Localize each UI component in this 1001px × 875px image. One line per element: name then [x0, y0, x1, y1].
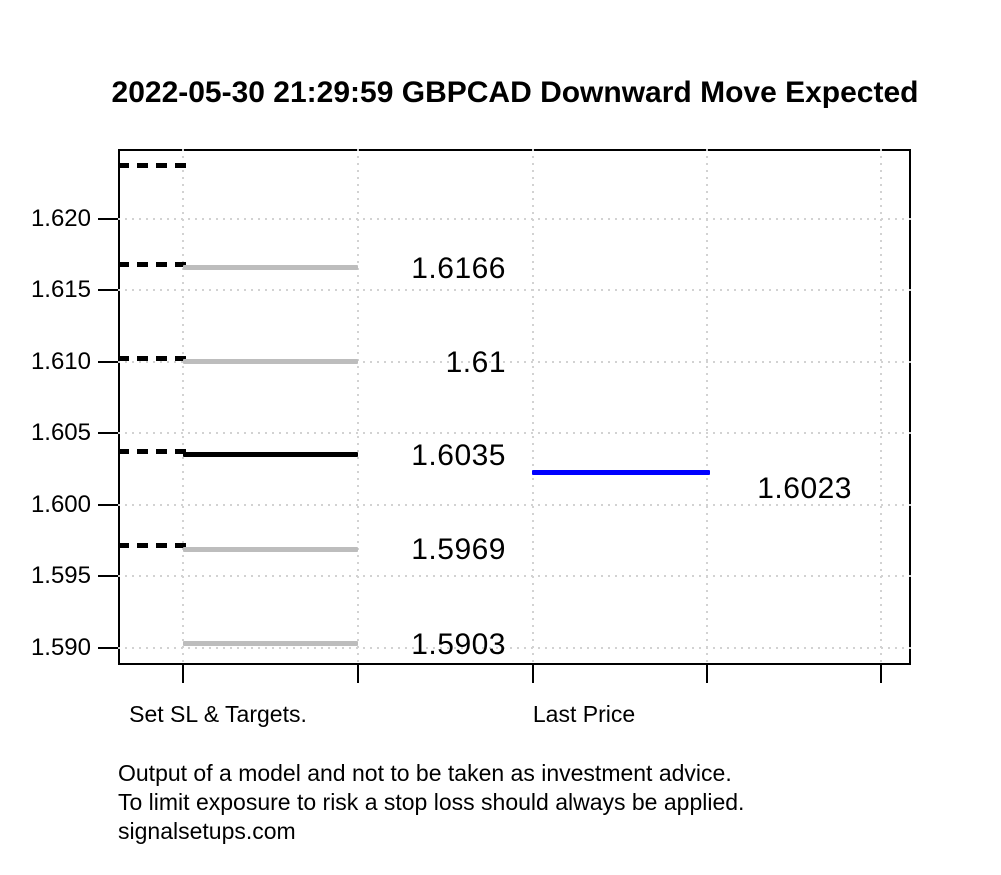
- website-url: signalsetups.com: [118, 818, 296, 844]
- y-tick-label: 1.605: [30, 419, 91, 447]
- h-gridline: [118, 289, 911, 292]
- price-level-line: [183, 452, 358, 458]
- x-tick-mark: [706, 665, 708, 683]
- disclaimer-line-2: To limit exposure to risk a stop loss sh…: [118, 789, 745, 815]
- x-tick-mark: [532, 665, 534, 683]
- y-tick-label: 1.590: [30, 633, 91, 661]
- price-level-label: 1.6166: [411, 251, 506, 285]
- h-gridline: [118, 503, 911, 506]
- x-tick-mark: [357, 665, 359, 683]
- h-gridline: [118, 217, 911, 220]
- price-level-label: 1.5969: [411, 533, 506, 567]
- price-level-dash: [118, 543, 187, 549]
- v-gridline: [532, 149, 534, 665]
- disclaimer-line-1: Output of a model and not to be taken as…: [118, 760, 732, 786]
- h-gridline: [118, 360, 911, 363]
- chart-title: 2022-05-30 21:29:59 GBPCAD Downward Move…: [111, 76, 919, 109]
- price-level-line: [183, 546, 358, 552]
- y-tick-mark: [98, 503, 118, 506]
- price-level-line: [183, 265, 358, 271]
- y-tick-mark: [98, 575, 118, 578]
- price-level-label: 1.5903: [411, 627, 506, 661]
- price-level-dash: [118, 162, 187, 168]
- v-gridline: [880, 149, 882, 665]
- price-level-line: [183, 359, 358, 365]
- price-level-dash: [118, 355, 187, 361]
- x-axis-label-targets: Set SL & Targets.: [129, 701, 307, 727]
- h-gridline: [118, 575, 911, 578]
- y-tick-mark: [98, 646, 118, 649]
- y-tick-mark: [98, 217, 118, 220]
- y-tick-label: 1.600: [30, 490, 91, 518]
- y-tick-label: 1.610: [30, 347, 91, 375]
- price-level-label: 1.6035: [411, 438, 506, 472]
- v-gridline: [706, 149, 708, 665]
- last-price-label: 1.6023: [757, 472, 852, 506]
- plot-border: [118, 149, 911, 665]
- disclaimer-text: Output of a model and not to be taken as…: [118, 759, 744, 846]
- y-tick-label: 1.620: [30, 204, 91, 232]
- v-gridline: [182, 149, 184, 665]
- price-level-line: [183, 641, 358, 647]
- h-gridline: [118, 432, 911, 435]
- x-tick-mark: [880, 665, 882, 683]
- y-tick-mark: [98, 360, 118, 363]
- y-tick-mark: [98, 432, 118, 435]
- price-level-dash: [118, 261, 187, 267]
- y-tick-mark: [98, 289, 118, 292]
- last-price-line: [532, 469, 710, 475]
- v-gridline: [357, 149, 359, 665]
- price-level-dash: [118, 448, 187, 454]
- y-tick-label: 1.615: [30, 276, 91, 304]
- price-level-label: 1.61: [445, 345, 506, 379]
- x-tick-mark: [182, 665, 184, 683]
- h-gridline: [118, 646, 911, 649]
- y-tick-label: 1.595: [30, 562, 91, 590]
- x-axis-label-last-price: Last Price: [532, 701, 636, 727]
